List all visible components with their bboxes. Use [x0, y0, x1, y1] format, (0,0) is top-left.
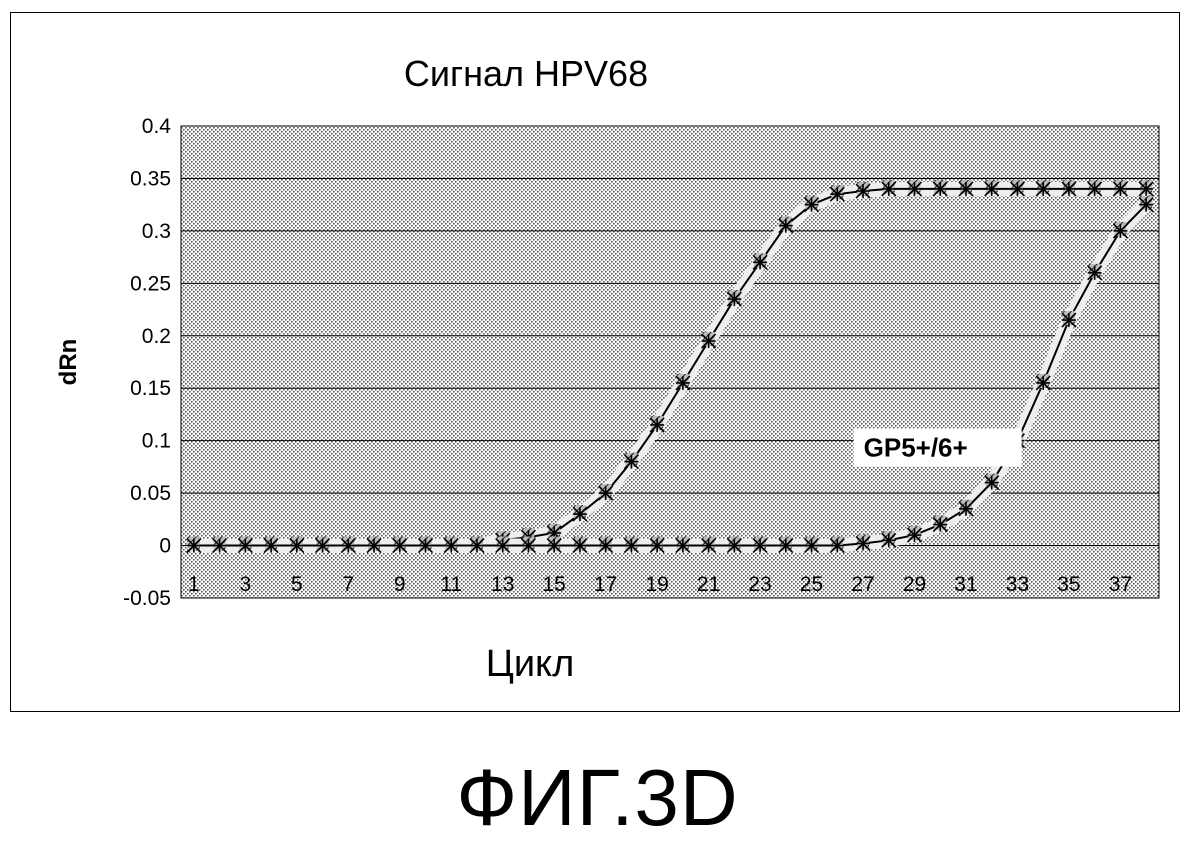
- x-tick-label: 31: [954, 573, 977, 596]
- series-2-point: [238, 537, 252, 553]
- series-1-point: [933, 180, 947, 196]
- series-1-point: [1062, 180, 1076, 196]
- series-1-point: [624, 453, 638, 469]
- series-1-point: [573, 505, 587, 521]
- series-2-point: [444, 537, 458, 553]
- x-tick-label: 13: [491, 573, 514, 596]
- x-tick-label: 1: [188, 573, 200, 596]
- series-1-point: [805, 196, 819, 212]
- series-1-point: [1010, 180, 1024, 196]
- series-2-point: [1088, 264, 1102, 280]
- y-tick-label: 0.2: [142, 325, 171, 348]
- series-2-point: [521, 537, 535, 553]
- series-2-point: [933, 516, 947, 532]
- y-tick-label: 0.15: [130, 377, 171, 400]
- series-2-point: [779, 537, 793, 553]
- series-2-point: [702, 537, 716, 553]
- series-1-point: [727, 290, 741, 306]
- series-1-point: [1036, 180, 1050, 196]
- chart-title: Сигнал HPV68: [404, 53, 648, 94]
- x-tick-label: 11: [440, 573, 462, 596]
- x-tick-label: 33: [1006, 573, 1029, 596]
- series-2-point: [341, 537, 355, 553]
- series-2-point: [599, 537, 613, 553]
- series-2-point: [393, 537, 407, 553]
- series-2-point: [573, 537, 587, 553]
- y-tick-label: -0.05: [123, 587, 171, 610]
- series-2-point: [496, 537, 510, 553]
- series-2-point: [985, 474, 999, 490]
- series-1-point: [959, 180, 973, 196]
- series-1-point: [1139, 180, 1153, 196]
- series-1-point: [599, 484, 613, 500]
- y-tick-label: 0.1: [142, 430, 171, 453]
- series-2-point: [856, 534, 870, 550]
- x-tick-label: 27: [851, 573, 874, 596]
- series-1-point: [830, 185, 844, 201]
- plot-area: 0.40.350.30.250.20.150.10.050-0.05135791…: [123, 115, 1159, 610]
- series-2-point: [1036, 374, 1050, 390]
- x-tick-label: 19: [645, 573, 668, 596]
- series-2-point: [547, 537, 561, 553]
- x-tick-label: 29: [903, 573, 926, 596]
- y-tick-label: 0.35: [130, 167, 171, 190]
- series-2-point: [367, 537, 381, 553]
- series-2-point: [470, 537, 484, 553]
- annotation-group: GP5+/6+: [854, 428, 1022, 466]
- series-2-point: [1062, 311, 1076, 327]
- y-tick-label: 0: [159, 535, 171, 558]
- series-2-point: [727, 537, 741, 553]
- series-2-point: [264, 537, 278, 553]
- x-tick-label: 9: [394, 573, 406, 596]
- x-tick-label: 17: [594, 573, 617, 596]
- series-2-point: [908, 526, 922, 542]
- series-1-point: [779, 217, 793, 233]
- series-2-point: [650, 537, 664, 553]
- plot-background: [181, 126, 1159, 598]
- chart-frame: Сигнал HPV68 0.4 0.35 0.3 0.25 0.2 0.15 0.1 0.0…: [10, 12, 1180, 712]
- series-2-point: [213, 537, 227, 553]
- series-1-point: [702, 332, 716, 348]
- series-2-point: [1113, 222, 1127, 238]
- series-1-point: [650, 416, 664, 432]
- series-2-point: [187, 537, 201, 553]
- y-axis-label: dRn: [55, 339, 82, 386]
- x-tick-label: 15: [543, 573, 566, 596]
- y-tick-label: 0.4: [142, 115, 172, 138]
- x-tick-label: 25: [800, 573, 823, 596]
- y-tick-label: 0.3: [142, 220, 171, 243]
- x-tick-label: 7: [342, 573, 354, 596]
- series-2-point: [882, 531, 896, 547]
- series-2-point: [676, 537, 690, 553]
- x-tick-label: 5: [291, 573, 303, 596]
- series-1-point: [1113, 180, 1127, 196]
- series-1-point: [856, 182, 870, 198]
- series-2-point: [624, 537, 638, 553]
- y-tick-label: 0.25: [130, 272, 171, 295]
- series-2-point: [290, 537, 304, 553]
- series-2-point: [830, 537, 844, 553]
- chart-svg: Сигнал HPV68 0.4 0.35 0.3 0.25 0.2 0.15 0.1 0.0…: [11, 13, 1181, 713]
- annotation-gp5-6: GP5+/6+: [864, 432, 968, 462]
- x-tick-label: 21: [697, 573, 720, 596]
- series-1-point: [908, 180, 922, 196]
- series-2-point: [753, 537, 767, 553]
- series-2-point: [316, 537, 330, 553]
- x-tick-label: 23: [748, 573, 771, 596]
- x-tick-label: 35: [1057, 573, 1080, 596]
- series-2-point: [419, 537, 433, 553]
- x-tick-label: 37: [1109, 573, 1132, 596]
- series-1-point: [985, 180, 999, 196]
- series-2-point: [805, 537, 819, 553]
- y-tick-label: 0.05: [130, 482, 171, 505]
- figure-caption: ФИГ.3D: [0, 752, 1195, 844]
- series-1-point: [1088, 180, 1102, 196]
- series-2-point: [1139, 196, 1153, 212]
- series-1-point: [753, 253, 767, 269]
- series-1-point: [676, 374, 690, 390]
- series-2-point: [959, 500, 973, 516]
- x-axis-label: Цикл: [486, 643, 575, 685]
- x-tick-label: 3: [239, 573, 251, 596]
- series-1-point: [882, 180, 896, 196]
